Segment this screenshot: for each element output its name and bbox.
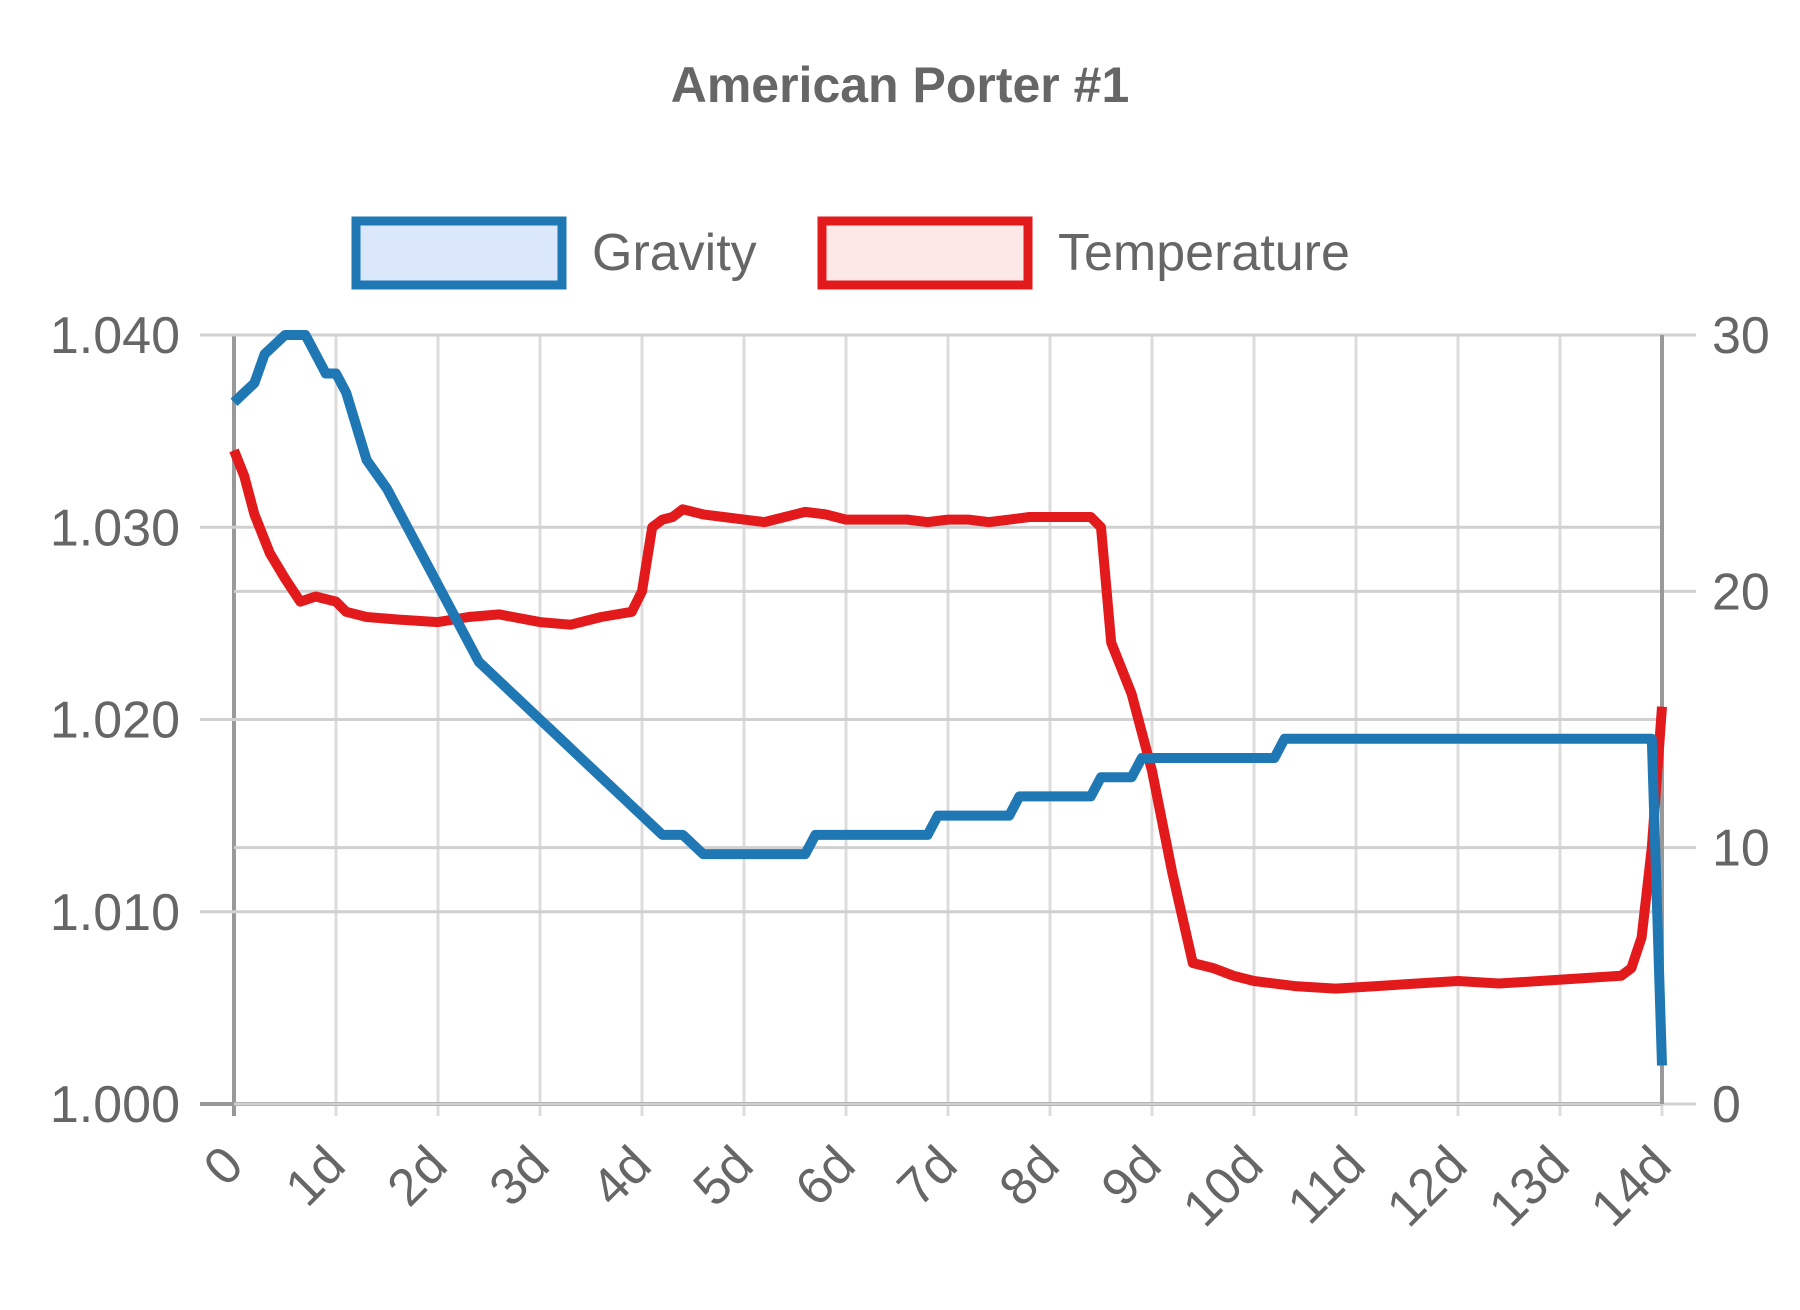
y-left-tick-label: 1.020 (50, 692, 180, 750)
y-left-tick-label: 1.040 (50, 307, 180, 365)
x-tick-label: 9d (1091, 1135, 1173, 1217)
legend-label-temperature: Temperature (1058, 224, 1350, 282)
legend: Gravity Temperature (351, 216, 1350, 290)
y-left-tick-label: 1.030 (50, 499, 180, 557)
series-line-temperature (229, 448, 1667, 994)
x-tick-label: 5d (683, 1135, 765, 1217)
x-tick-label: 14d (1580, 1135, 1682, 1237)
y-left-tick-label: 1.000 (50, 1076, 180, 1134)
y-right-tick-label: 20 (1712, 563, 1770, 621)
x-tick-label: 0 (193, 1135, 254, 1196)
x-tick-label: 12d (1376, 1135, 1478, 1237)
legend-item-temperature[interactable]: Temperature (817, 216, 1350, 290)
x-tick-label: 2d (377, 1135, 459, 1217)
y-right-tick-label: 0 (1712, 1076, 1741, 1134)
x-tick-label: 6d (785, 1135, 867, 1217)
x-tick-label: 13d (1478, 1135, 1580, 1237)
x-tick-label: 7d (887, 1135, 969, 1217)
x-tick-label: 10d (1172, 1135, 1274, 1237)
y-right-tick-label: 30 (1712, 307, 1770, 365)
y-right-tick-label: 10 (1712, 820, 1770, 878)
x-tick-label: 1d (275, 1135, 357, 1217)
legend-item-gravity[interactable]: Gravity (351, 216, 757, 290)
chart-title: American Porter #1 (671, 57, 1130, 113)
x-tick-label: 8d (989, 1135, 1071, 1217)
axes: 0 1d 2d 3d 4d 5d 6d 7d 8d 9d 10d 11d 12d 13d 14d 1.000 1… (50, 307, 1770, 1238)
x-tick-label: 3d (479, 1135, 561, 1217)
series-line-gravity (230, 330, 1667, 1066)
legend-swatch-temperature (817, 216, 1033, 290)
y-left-tick-label: 1.010 (50, 884, 180, 942)
grid (200, 333, 1696, 1116)
series-layer (229, 330, 1667, 1066)
legend-label-gravity: Gravity (592, 224, 757, 282)
x-tick-label: 4d (581, 1135, 663, 1217)
x-tick-label: 11d (1277, 1135, 1377, 1235)
legend-swatch-gravity (351, 216, 567, 290)
